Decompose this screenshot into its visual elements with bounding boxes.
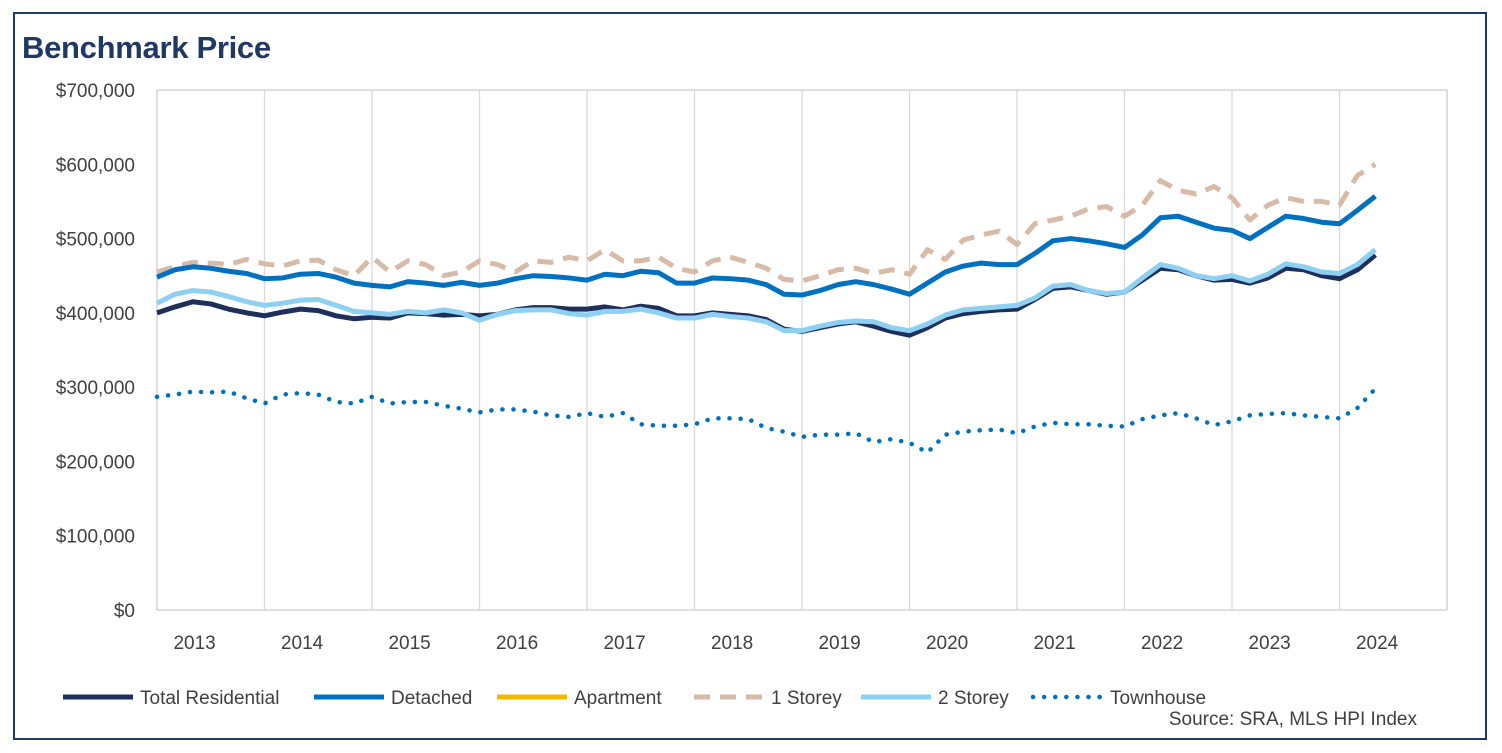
chart-frame: [13, 12, 1487, 740]
legend: Total Residential Detached Apartment 1 Stor…: [63, 688, 1206, 709]
x-tick-label: 2024: [1356, 633, 1399, 654]
x-tick-label: 2019: [818, 633, 860, 654]
y-tick-label: $0: [114, 601, 135, 622]
x-tick-label: 2017: [603, 633, 645, 654]
x-tick-label: 2020: [926, 633, 968, 654]
x-tick-label: 2022: [1141, 633, 1183, 654]
x-tick-label: 2014: [281, 633, 324, 654]
chart-title: Benchmark Price: [22, 30, 271, 65]
x-tick-label: 2016: [496, 633, 538, 654]
series-layer: [154, 162, 1378, 455]
legend-label: 1 Storey: [771, 688, 842, 709]
y-tick-label: $200,000: [56, 452, 135, 473]
y-tick-label: $500,000: [56, 230, 135, 251]
x-axis: 2013 2014 2015 2016 2017 2018 2019 2020 2021 2022…: [173, 633, 1398, 654]
x-tick-label: 2015: [388, 633, 430, 654]
legend-label: Total Residential: [140, 688, 279, 709]
series-line-townhouse: [154, 386, 1378, 455]
series-line-1-storey: [156, 162, 1377, 284]
y-tick-label: $700,000: [56, 81, 135, 102]
y-tick-label: $400,000: [56, 304, 135, 325]
legend-label: Townhouse: [1110, 688, 1206, 709]
y-tick-label: $100,000: [56, 527, 135, 548]
legend-label: Apartment: [574, 688, 662, 709]
x-tick-label: 2021: [1033, 633, 1075, 654]
x-tick-label: 2018: [711, 633, 753, 654]
grid-layer: [263, 90, 1341, 610]
source-note: Source: SRA, MLS HPI Index: [1168, 709, 1417, 730]
x-tick-label: 2013: [173, 633, 215, 654]
x-tick-label: 2023: [1248, 633, 1290, 654]
legend-label: 2 Storey: [938, 688, 1009, 709]
series-line-detached: [156, 194, 1377, 298]
y-axis: $0 $100,000 $200,000 $300,000 $400,000 $500,0…: [56, 81, 135, 622]
series-line-2-storey: [155, 247, 1377, 334]
y-tick-label: $300,000: [56, 378, 135, 399]
legend-label: Detached: [391, 688, 472, 709]
y-tick-label: $600,000: [56, 155, 135, 176]
